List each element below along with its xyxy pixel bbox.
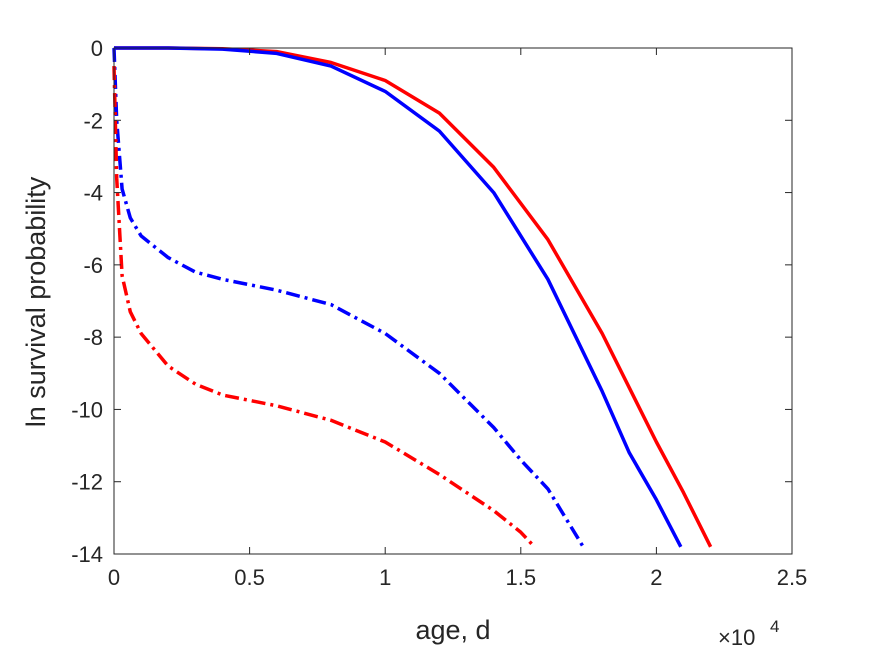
- x-tick-label: 2.5: [777, 565, 808, 590]
- x-axis-exponent-power: 4: [770, 617, 779, 636]
- x-axis-exponent-base: ×10: [718, 625, 755, 650]
- y-tick-label: -8: [83, 325, 103, 350]
- x-tick-label: 1: [379, 565, 391, 590]
- y-axis: 0 -2 -4 -6 -8 -10 -12 -14: [71, 36, 792, 567]
- x-tick-label: 1.5: [506, 565, 537, 590]
- x-tick-label: 0.5: [234, 565, 265, 590]
- series-line-1-solid: [114, 46, 713, 548]
- y-axis-label: ln survival probability: [21, 176, 51, 427]
- series-line-4-dashdot: [112, 66, 536, 548]
- series-line-2-solid: [114, 46, 683, 548]
- x-tick-label: 0: [108, 565, 120, 590]
- plot-area: [112, 46, 793, 555]
- y-tick-label: -6: [83, 253, 103, 278]
- x-axis: 0 0.5 1 1.5 2 2.5: [108, 48, 807, 590]
- y-tick-label: -10: [71, 397, 103, 422]
- x-tick-label: 2: [650, 565, 662, 590]
- series-line-3-dashdot: [112, 47, 585, 548]
- y-tick-label: -14: [71, 542, 103, 567]
- y-tick-label: -12: [71, 470, 103, 495]
- axes-frame: [113, 47, 793, 555]
- x-axis-label: age, d: [415, 615, 490, 645]
- y-tick-label: 0: [91, 36, 103, 61]
- x-axis-exponent: ×10 4: [718, 617, 779, 650]
- y-tick-label: -4: [83, 181, 103, 206]
- y-tick-label: -2: [83, 108, 103, 133]
